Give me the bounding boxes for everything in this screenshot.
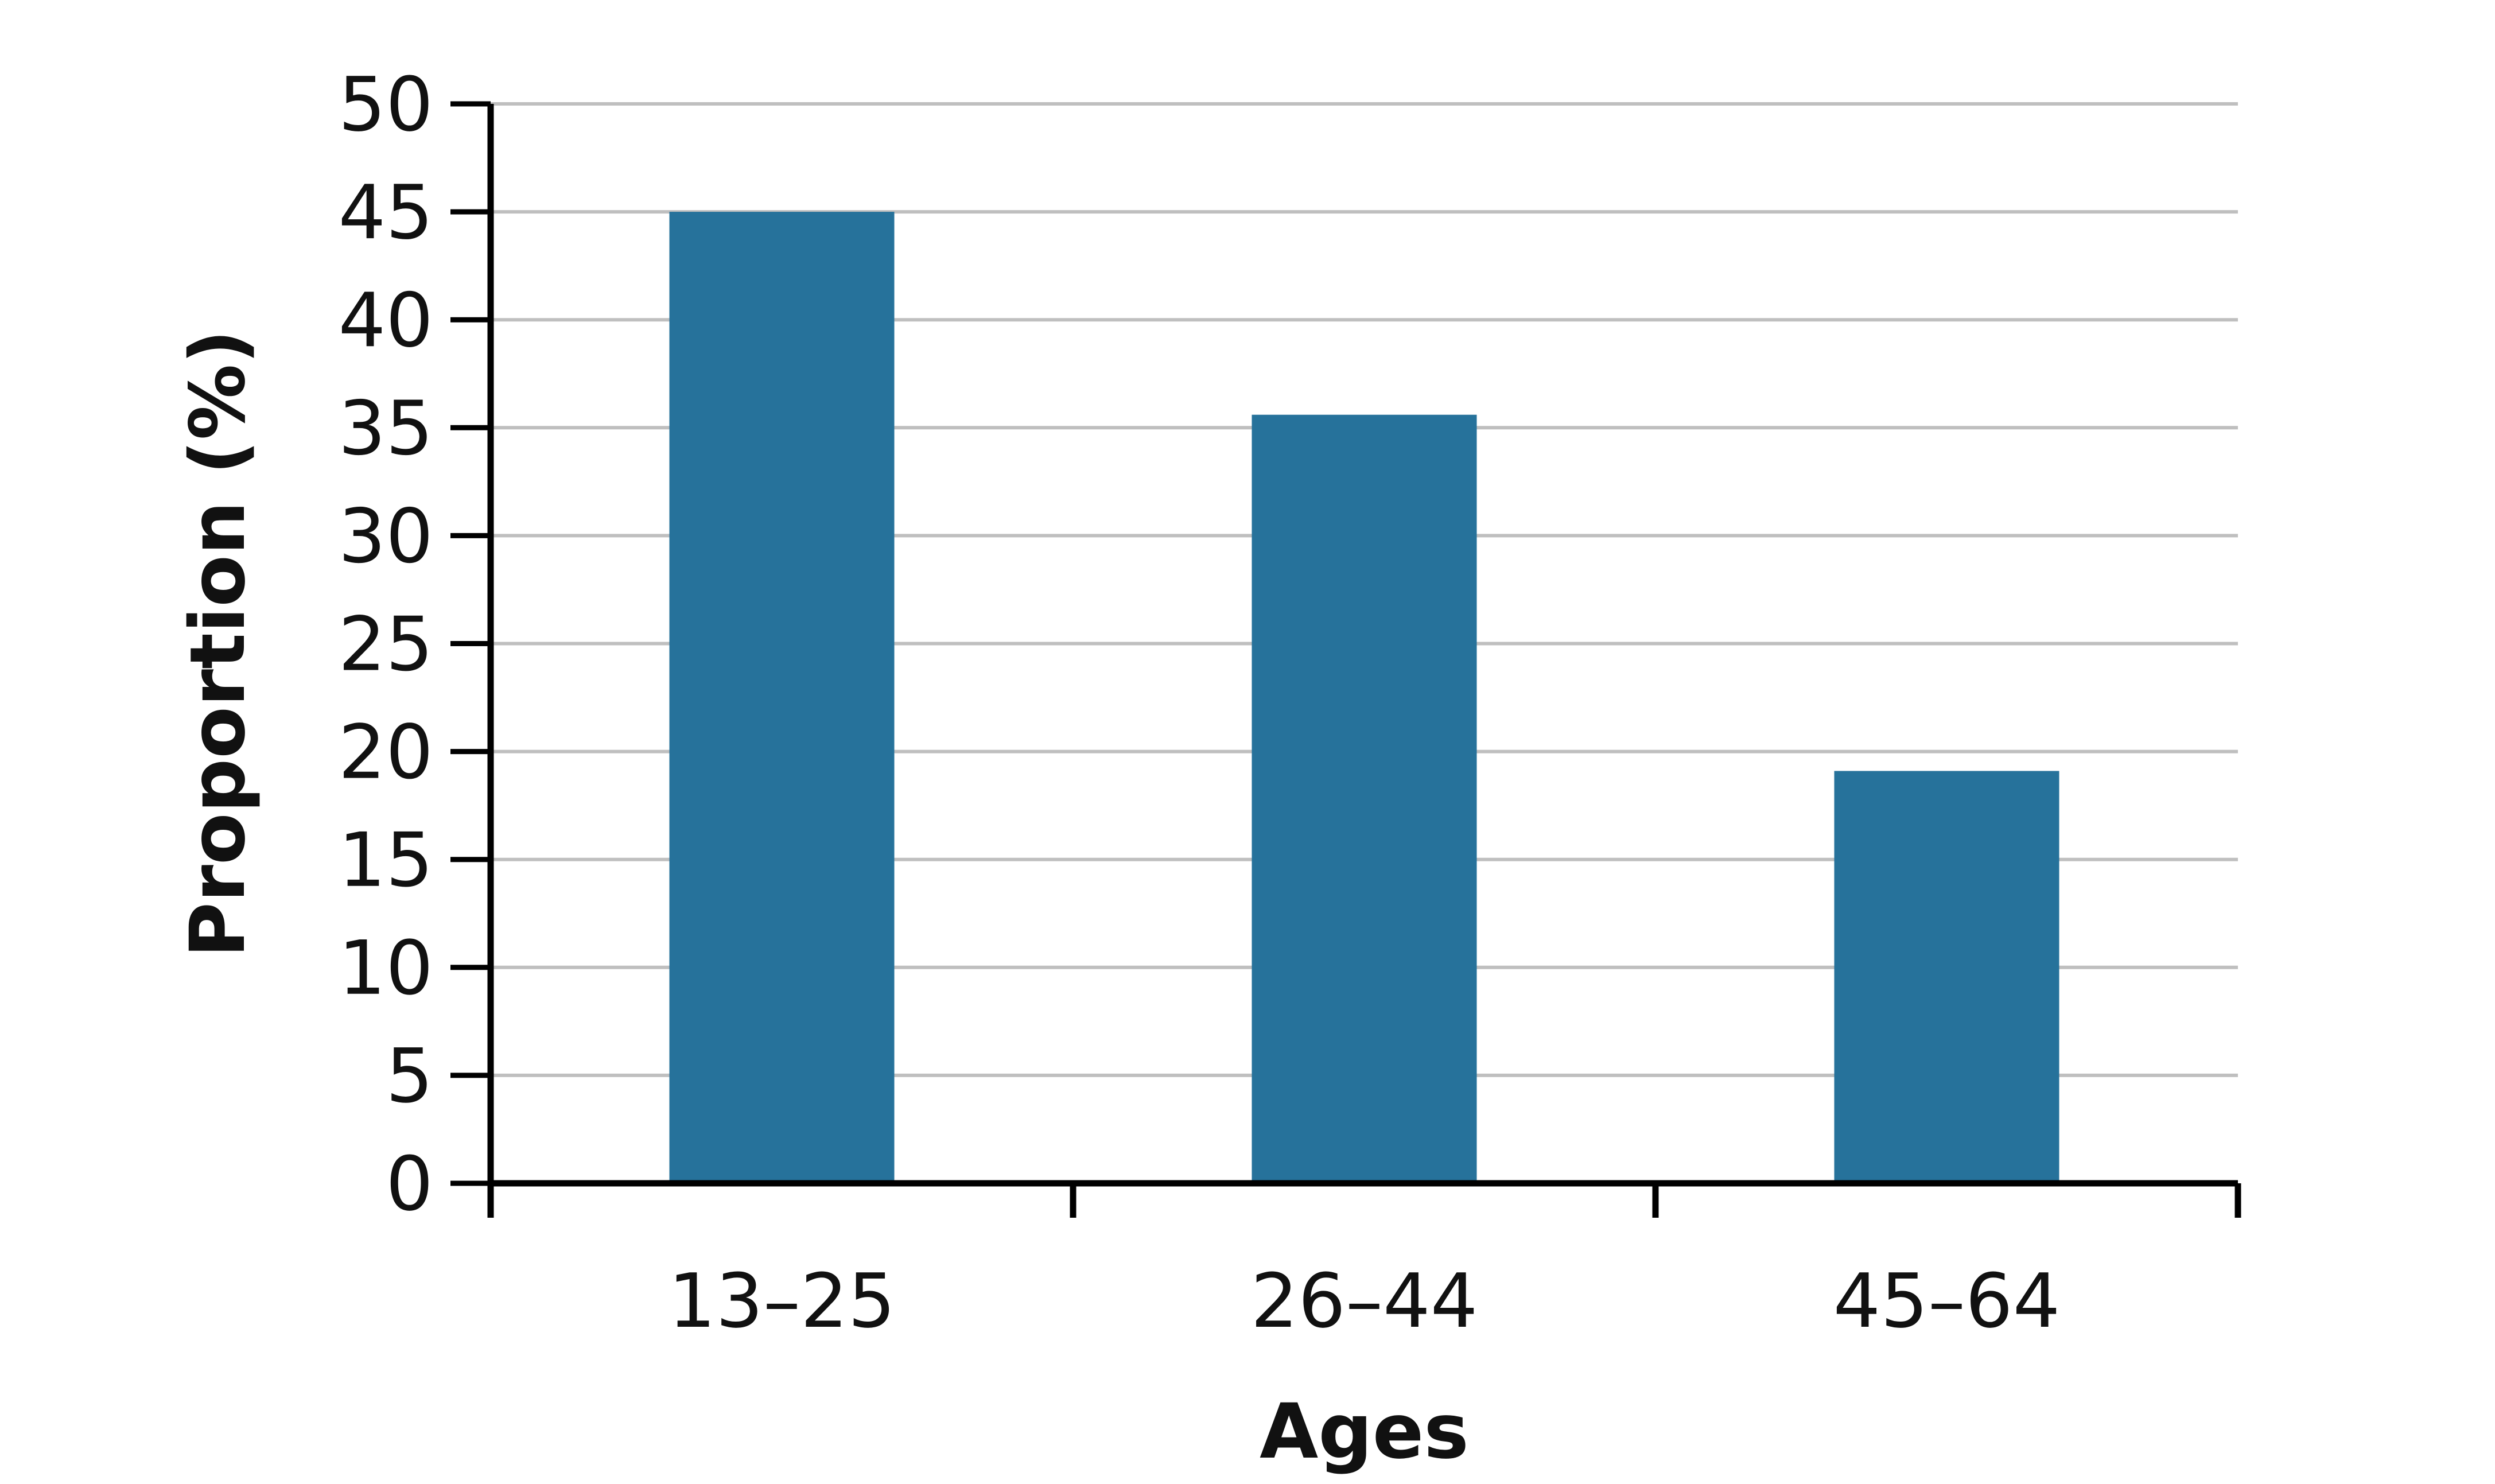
bar-13–25 (669, 212, 895, 1184)
y-tick-label: 45 (339, 169, 433, 256)
y-tick-label: 5 (386, 1032, 433, 1120)
axes (450, 101, 2241, 1218)
x-tick-label: 13–25 (669, 1257, 896, 1345)
y-axis-title: Proportion (%) (174, 329, 262, 958)
bars (669, 212, 2059, 1184)
y-tick-label: 25 (339, 601, 433, 688)
y-tick-label: 20 (339, 709, 433, 796)
x-tick-label: 45–64 (1833, 1257, 2061, 1345)
y-tick-label: 35 (339, 384, 433, 472)
bar-26–44 (1252, 414, 1477, 1183)
y-tick-label: 30 (339, 492, 433, 580)
x-axis-title: Ages (1260, 1388, 1469, 1476)
tick-labels: 0 5 10 15 20 25 30 35 40 45 50 13–25 26–44 45–64 (339, 61, 2061, 1345)
y-tick-label: 15 (339, 817, 433, 904)
y-tick-label: 40 (339, 277, 433, 364)
bar-45–64 (1834, 771, 2059, 1183)
y-tick-label: 0 (386, 1140, 433, 1227)
y-tick-label: 50 (339, 61, 433, 148)
x-tick-label: 26–44 (1251, 1257, 1478, 1345)
y-tick-label: 10 (339, 924, 433, 1012)
